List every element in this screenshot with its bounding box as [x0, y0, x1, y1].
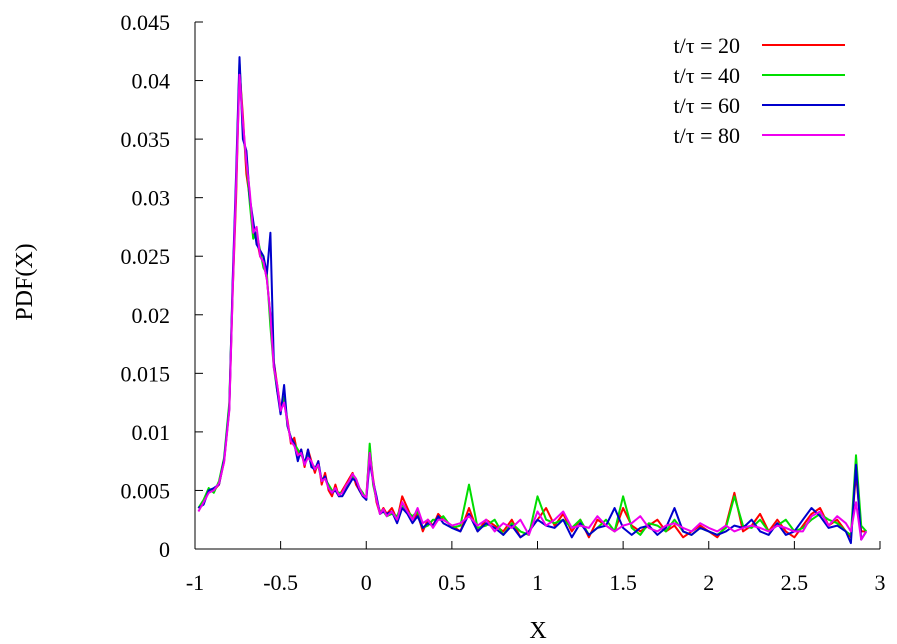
x-tick-label: 1: [532, 570, 543, 595]
x-tick-label: 2: [703, 570, 714, 595]
legend-label-4: t/τ = 80: [674, 123, 740, 148]
series-line-2: [197, 62, 868, 536]
y-tick-label: 0.04: [132, 69, 171, 94]
x-tick-label: -1: [186, 570, 204, 595]
y-tick-label: 0.01: [132, 420, 171, 445]
plot-axes: [194, 22, 880, 550]
legend-label-3: t/τ = 60: [674, 93, 740, 118]
y-tick-label: 0: [159, 537, 170, 562]
series-line-4: [197, 73, 868, 541]
y-tick-label: 0.045: [121, 10, 171, 35]
legend-label-2: t/τ = 40: [674, 63, 740, 88]
y-tick-label: 0.035: [121, 127, 171, 152]
y-tick-label: 0.025: [121, 244, 171, 269]
y-tick-label: 0.015: [121, 361, 171, 386]
x-axis-title: X: [529, 618, 546, 644]
x-tick-label: 3: [875, 570, 886, 595]
y-tick-label: 0.02: [132, 303, 171, 328]
legend-label-1: t/τ = 20: [674, 33, 740, 58]
x-tick-label: 1.5: [609, 570, 637, 595]
y-axis-ticks: 0 0.005 0.01 0.015 0.02 0.025 0.03 0.035 0.04 0.0…: [121, 10, 203, 562]
x-axis-ticks: -1 -0.5 0 0.5 1 1.5 2 2.5 3: [186, 541, 886, 595]
series-line-3: [197, 56, 868, 545]
x-tick-label: -0.5: [263, 570, 298, 595]
legend: t/τ = 20 t/τ = 40 t/τ = 60 t/τ = 80: [674, 33, 845, 148]
x-tick-label: 2.5: [781, 570, 809, 595]
y-axis-title: PDF(X): [12, 243, 38, 320]
series-lines: [197, 56, 868, 545]
x-tick-label: 0.5: [438, 570, 466, 595]
y-tick-label: 0.03: [132, 186, 171, 211]
y-tick-label: 0.005: [121, 478, 171, 503]
series-line-1: [197, 67, 867, 539]
x-tick-label: 0: [361, 570, 372, 595]
